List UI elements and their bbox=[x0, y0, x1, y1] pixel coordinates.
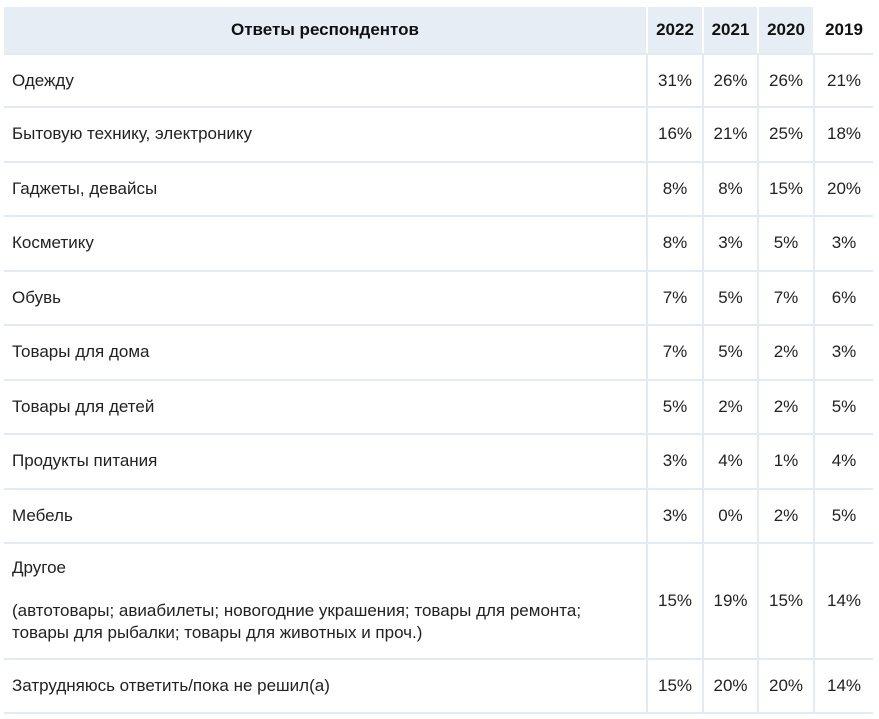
row-label: Обувь bbox=[4, 269, 648, 324]
row-label: Бытовую технику, электронику bbox=[4, 106, 648, 161]
cell-2020: 15% bbox=[759, 160, 815, 215]
table-row: Гаджеты, девайсы 8% 8% 15% 20% bbox=[4, 160, 873, 216]
cell-2020: 1% bbox=[759, 433, 815, 488]
header-year-2021: 2021 bbox=[704, 7, 759, 53]
cell-2022: 3% bbox=[648, 433, 704, 488]
cell-2019: 21% bbox=[815, 53, 873, 106]
row-label: Мебель bbox=[4, 487, 648, 542]
table-row: Товары для детей 5% 2% 2% 5% bbox=[4, 378, 873, 434]
table-row: Мебель 3% 0% 2% 5% bbox=[4, 487, 873, 543]
cell-2019: 3% bbox=[815, 215, 873, 270]
cell-2022: 8% bbox=[648, 160, 704, 215]
cell-2021: 19% bbox=[704, 542, 759, 658]
cell-2021: 5% bbox=[704, 269, 759, 324]
row-label-other: Другое (автотовары; авиабилеты; новогодн… bbox=[4, 542, 648, 658]
cell-2020: 20% bbox=[759, 658, 815, 714]
cell-2019: 5% bbox=[815, 487, 873, 543]
header-year-2022: 2022 bbox=[648, 7, 704, 53]
table-row: Косметику 8% 3% 5% 3% bbox=[4, 215, 873, 270]
row-label: Другое bbox=[12, 558, 67, 577]
header-row: Ответы респондентов 2022 2021 2020 2019 bbox=[4, 7, 873, 53]
cell-2019: 6% bbox=[815, 269, 873, 325]
row-label: Товары для детей bbox=[4, 378, 648, 433]
cell-2021: 26% bbox=[704, 53, 759, 106]
cell-2021: 20% bbox=[704, 658, 759, 714]
table-body: Одежду 31% 26% 26% 21% Бытовую технику, … bbox=[4, 53, 873, 714]
cell-2020: 2% bbox=[759, 324, 815, 379]
cell-2019: 20% bbox=[815, 160, 873, 216]
header-year-2019: 2019 bbox=[815, 7, 873, 53]
row-label: Одежду bbox=[4, 53, 648, 106]
cell-2021: 8% bbox=[704, 160, 759, 215]
cell-2020: 7% bbox=[759, 269, 815, 324]
cell-2020: 2% bbox=[759, 487, 815, 542]
table-row: Другое (автотовары; авиабилеты; новогодн… bbox=[4, 542, 873, 658]
cell-2020: 5% bbox=[759, 215, 815, 270]
cell-2020: 26% bbox=[759, 53, 815, 106]
table-row: Обувь 7% 5% 7% 6% bbox=[4, 269, 873, 325]
cell-2021: 2% bbox=[704, 378, 759, 433]
header-year-2020: 2020 bbox=[759, 7, 815, 53]
row-label: Косметику bbox=[4, 215, 648, 270]
cell-2022: 3% bbox=[648, 487, 704, 542]
cell-2020: 2% bbox=[759, 378, 815, 433]
row-sublabel: (автотовары; авиабилеты; новогодние укра… bbox=[12, 601, 582, 642]
cell-2020: 15% bbox=[759, 542, 815, 658]
cell-2022: 16% bbox=[648, 106, 704, 161]
survey-results-table: Ответы респондентов 2022 2021 2020 2019 … bbox=[4, 7, 873, 714]
cell-2022: 31% bbox=[648, 53, 704, 106]
cell-2022: 7% bbox=[648, 269, 704, 324]
table-row: Продукты питания 3% 4% 1% 4% bbox=[4, 433, 873, 488]
cell-2021: 5% bbox=[704, 324, 759, 379]
row-label: Товары для дома bbox=[4, 324, 648, 379]
cell-2021: 0% bbox=[704, 487, 759, 542]
table-row: Товары для дома 7% 5% 2% 3% bbox=[4, 324, 873, 379]
cell-2019: 14% bbox=[815, 542, 873, 658]
cell-2019: 3% bbox=[815, 324, 873, 379]
table-row: Затрудняюсь ответить/пока не решил(а) 15… bbox=[4, 658, 873, 714]
cell-2021: 21% bbox=[704, 106, 759, 161]
cell-2022: 15% bbox=[648, 658, 704, 714]
cell-2022: 5% bbox=[648, 378, 704, 433]
cell-2019: 4% bbox=[815, 433, 873, 488]
cell-2022: 8% bbox=[648, 215, 704, 270]
header-respondent-answers: Ответы респондентов bbox=[4, 7, 648, 53]
table-header: Ответы респондентов 2022 2021 2020 2019 bbox=[4, 7, 873, 53]
cell-2019: 14% bbox=[815, 658, 873, 714]
row-label: Затрудняюсь ответить/пока не решил(а) bbox=[4, 658, 648, 714]
cell-2019: 18% bbox=[815, 106, 873, 161]
cell-2020: 25% bbox=[759, 106, 815, 161]
table-row: Одежду 31% 26% 26% 21% bbox=[4, 53, 873, 106]
cell-2019: 5% bbox=[815, 378, 873, 434]
cell-2021: 4% bbox=[704, 433, 759, 488]
cell-2022: 15% bbox=[648, 542, 704, 658]
cell-2021: 3% bbox=[704, 215, 759, 270]
row-label: Гаджеты, девайсы bbox=[4, 160, 648, 215]
cell-2022: 7% bbox=[648, 324, 704, 379]
row-label: Продукты питания bbox=[4, 433, 648, 488]
table-row: Бытовую технику, электронику 16% 21% 25%… bbox=[4, 106, 873, 161]
